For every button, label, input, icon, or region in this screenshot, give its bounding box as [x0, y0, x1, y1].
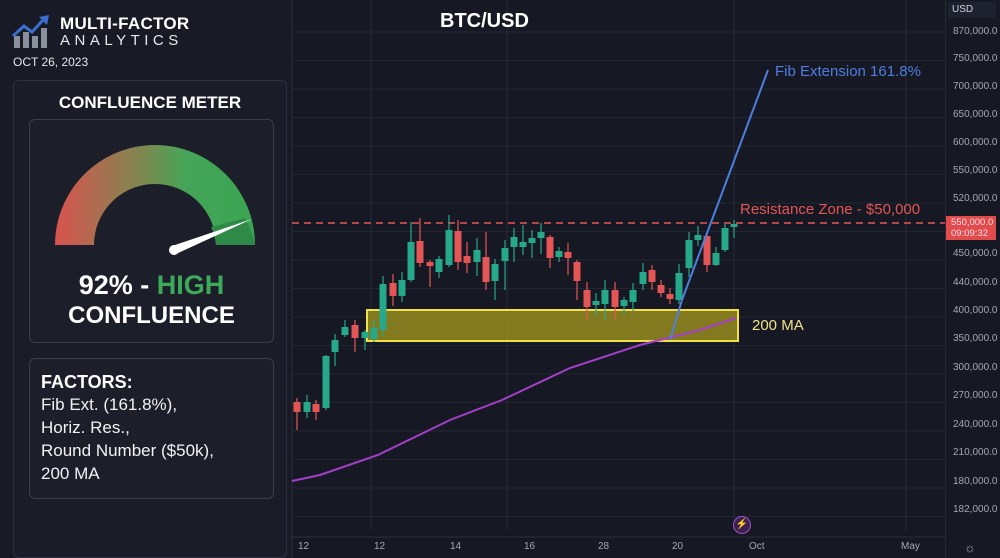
x-tick-label: 14: [450, 541, 462, 552]
y-tick-label: 240,000.0: [953, 419, 998, 430]
chart-title: BTC/USD: [440, 10, 529, 32]
brand-logo: MULTI-FACTOR ANALYTICS: [12, 12, 282, 52]
settings-gear-icon[interactable]: ☼: [964, 540, 976, 555]
gauge-dial-icon: [55, 145, 255, 255]
resistance-label: Resistance Zone - $50,000: [740, 201, 921, 218]
factor-item: Round Number ($50k),: [41, 441, 214, 460]
y-tick-label: 440,000.0: [953, 277, 998, 288]
y-tick-label: 182,000.0: [953, 504, 998, 515]
y-tick-label: 650,000.0: [953, 109, 998, 120]
y-tick-label: 300,000.0: [953, 362, 998, 373]
factors-box: FACTORS: Fib Ext. (161.8%), Horiz. Res.,…: [29, 358, 274, 499]
price-chart[interactable]: [290, 0, 1000, 558]
x-tick-label: 12: [374, 541, 386, 552]
y-tick-label: 750,000.0: [953, 53, 998, 64]
currency-selector[interactable]: USD: [948, 2, 996, 18]
y-tick-label: 210,000.0: [953, 447, 998, 458]
y-tick-label: 700,000.0: [953, 81, 998, 92]
sidebar: MULTI-FACTOR ANALYTICS OCT 26, 2023 CONF…: [0, 0, 290, 558]
x-tick-label: Oct: [749, 541, 765, 552]
y-tick-label: 550,000.0: [953, 165, 998, 176]
score-level: HIGH: [156, 270, 225, 300]
y-tick-label: 180,000.0: [953, 476, 998, 487]
factor-item: Fib Ext. (161.8%),: [41, 395, 178, 414]
x-tick-label: 12: [298, 541, 310, 552]
y-tick-label: 600,000.0: [953, 137, 998, 148]
meter-title: CONFLUENCE METER: [58, 93, 242, 112]
x-tick-label: May: [901, 541, 920, 552]
x-tick-label: 20: [672, 541, 684, 552]
price-timer: 09:09:32: [951, 228, 988, 239]
x-tick-label: 28: [598, 541, 610, 552]
y-tick-label: 520,000.0: [953, 193, 998, 204]
y-tick-label: 270,000.0: [953, 390, 998, 401]
score-value: 92% -: [78, 270, 157, 300]
factor-item: 200 MA: [41, 464, 100, 483]
price-axis[interactable]: [945, 0, 1000, 558]
y-tick-label: 450,000.0: [953, 248, 998, 259]
confluence-gauge: 92% - HIGH CONFLUENCE: [29, 119, 274, 343]
factor-item: Horiz. Res.,: [41, 418, 130, 437]
report-date: OCT 26, 2023: [13, 55, 89, 69]
bar-chart-trend-icon: [12, 15, 49, 48]
y-tick-label: 350,000.0: [953, 333, 998, 344]
current-price-tag: 550,000.0 09:09:32: [946, 216, 996, 240]
confluence-score: 92% - HIGH: [30, 270, 273, 301]
fib-extension-label: Fib Extension 161.8%: [775, 63, 921, 80]
brand-name: MULTI-FACTOR: [60, 14, 190, 33]
ma-label: 200 MA: [752, 317, 804, 334]
confluence-label: CONFLUENCE: [68, 302, 235, 329]
factors-title: FACTORS:: [41, 372, 133, 392]
lightning-event-icon[interactable]: ⚡: [733, 516, 751, 534]
x-tick-label: 16: [524, 541, 536, 552]
current-price: 550,000.0: [951, 217, 994, 228]
y-tick-label: 870,000.0: [953, 26, 998, 37]
brand-subtitle: ANALYTICS: [60, 32, 183, 49]
confluence-panel: CONFLUENCE METER 92% - HIGH CONFLUENCE: [13, 80, 287, 558]
y-tick-label: 400,000.0: [953, 305, 998, 316]
